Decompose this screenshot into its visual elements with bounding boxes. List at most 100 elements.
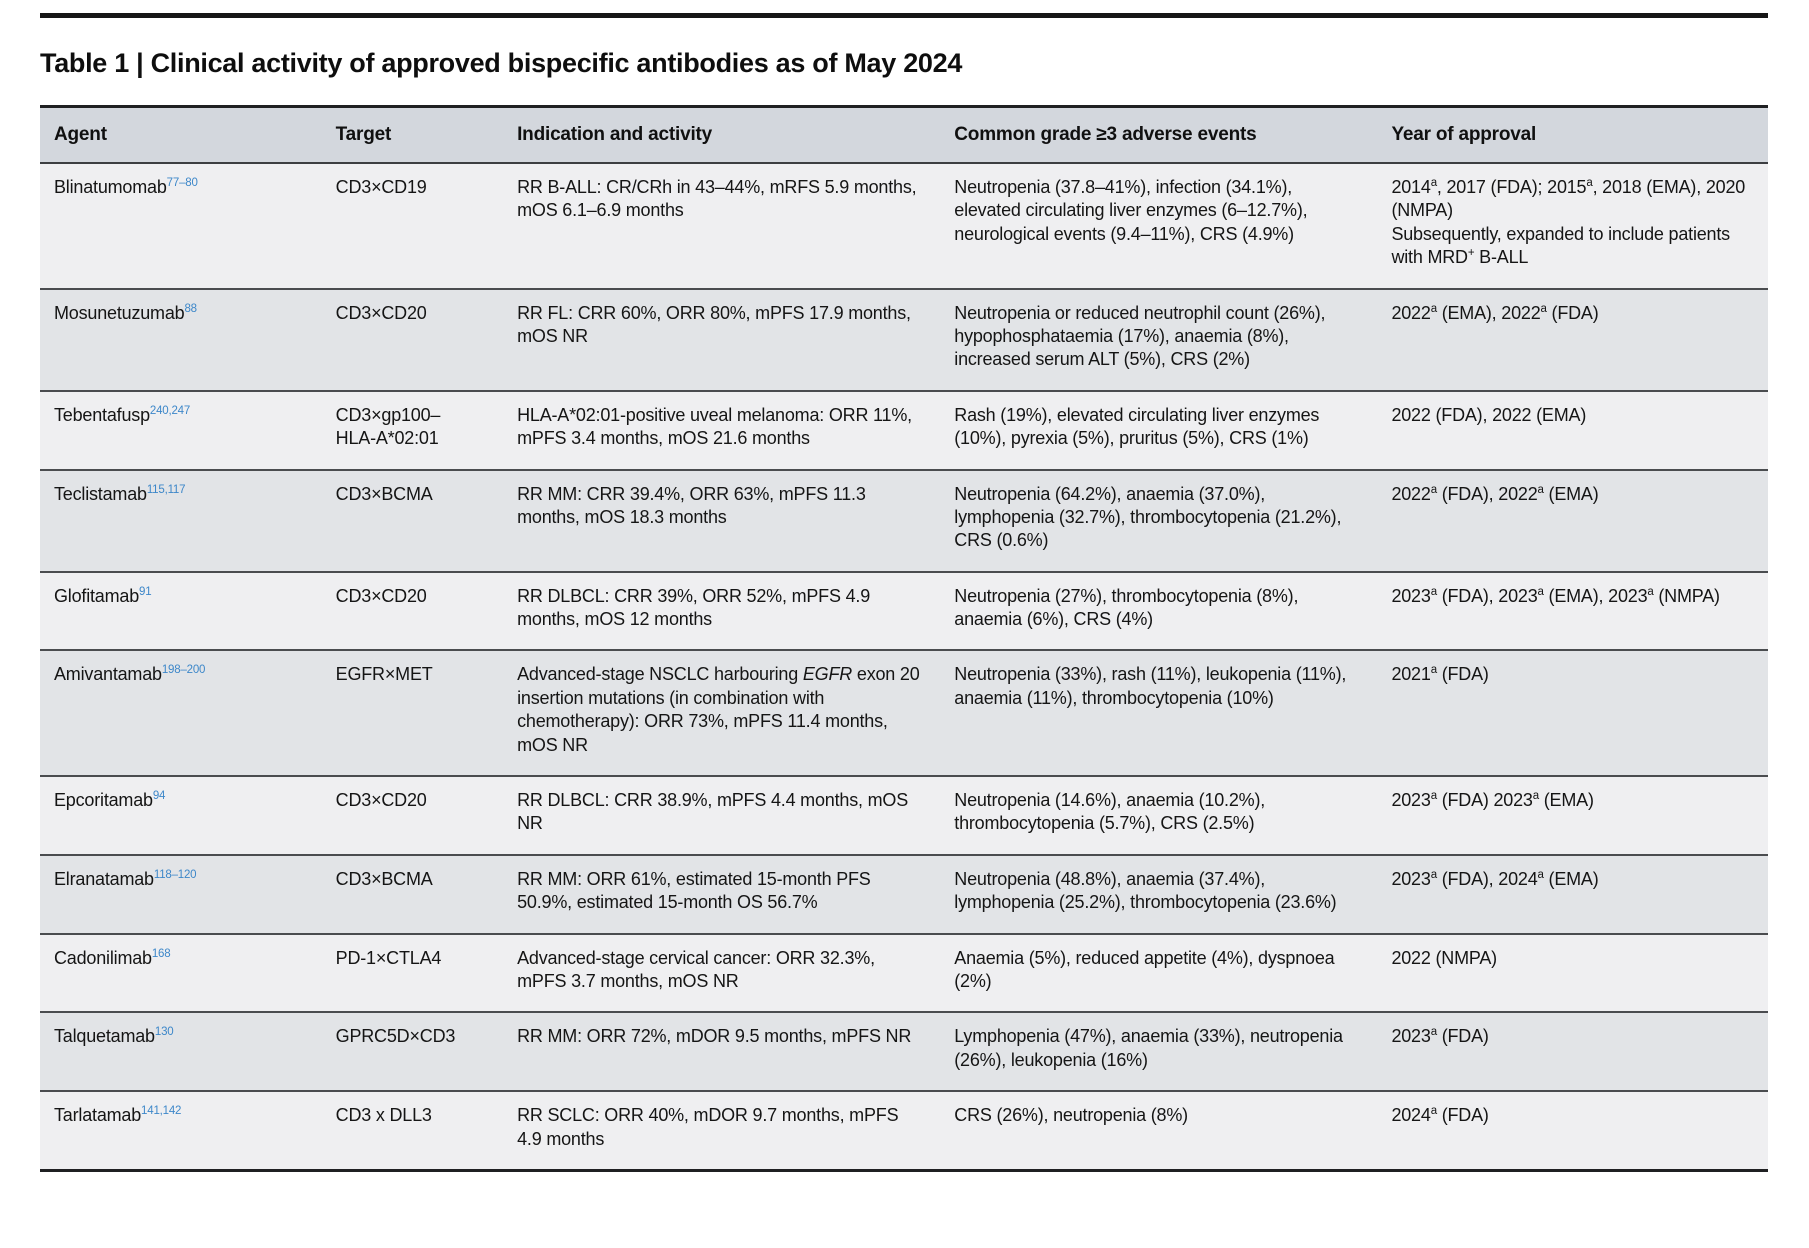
target-cell: EGFR×MET bbox=[321, 650, 504, 777]
indication-cell: Advanced-stage cervical cancer: ORR 32.3… bbox=[503, 933, 941, 1013]
adverse-events-cell: Neutropenia or reduced neutrophil count … bbox=[940, 288, 1378, 391]
indication-cell: RR FL: CRR 60%, ORR 80%, mPFS 17.9 month… bbox=[503, 288, 941, 391]
table-row: Epcoritamab94 CD3×CD20 RR DLBCL: CRR 38.9%… bbox=[40, 776, 1768, 855]
table-row: Glofitamab91 CD3×CD20 RR DLBCL: CRR 39%, O… bbox=[40, 571, 1768, 651]
agent-cell: Talquetamab130 bbox=[40, 1012, 322, 1092]
agent-name: Tarlatamab bbox=[54, 1105, 142, 1126]
table-row: Tebentafusp240,247 CD3×gp100– HLA-A*02:01… bbox=[40, 390, 1768, 470]
indication-cell: RR SCLC: ORR 40%, mDOR 9.7 months, mPFS … bbox=[503, 1091, 941, 1171]
citation-refs: 168 bbox=[151, 947, 171, 960]
citation-refs: 88 bbox=[184, 302, 197, 315]
adverse-events-cell: Lymphopenia (47%), anaemia (33%), neutro… bbox=[940, 1012, 1378, 1092]
target-cell: GPRC5D×CD3 bbox=[321, 1012, 504, 1092]
adverse-events-cell: Neutropenia (64.2%), anaemia (37.0%), ly… bbox=[940, 469, 1378, 572]
adverse-events-cell: Neutropenia (48.8%), anaemia (37.4%), ly… bbox=[940, 854, 1378, 934]
adverse-events-cell: CRS (26%), neutropenia (8%) bbox=[940, 1091, 1378, 1171]
approval-year-cell: 2022 (FDA), 2022 (EMA) bbox=[1377, 390, 1768, 470]
indication-cell: RR MM: ORR 61%, estimated 15-month PFS 5… bbox=[503, 854, 941, 934]
approval-year-cell: 2023a (FDA), 2023a (EMA), 2023a (NMPA) bbox=[1377, 571, 1768, 651]
target-cell: CD3×BCMA bbox=[321, 854, 504, 934]
target-cell: CD3×CD19 bbox=[321, 163, 504, 289]
agent-cell: Cadonilimab168 bbox=[40, 933, 322, 1013]
agent-cell: Mosunetuzumab88 bbox=[40, 288, 322, 391]
agent-cell: Amivantamab198–200 bbox=[40, 650, 322, 777]
table-row: Blinatumomab77–80 CD3×CD19 RR B-ALL: CR/CR… bbox=[40, 163, 1768, 289]
approval-year-cell: 2014a, 2017 (FDA); 2015a, 2018 (EMA), 20… bbox=[1377, 163, 1768, 289]
target-cell: CD3×CD20 bbox=[321, 288, 504, 391]
indication-cell: RR B-ALL: CR/CRh in 43–44%, mRFS 5.9 mon… bbox=[503, 163, 941, 289]
citation-refs: 240,247 bbox=[149, 404, 191, 417]
indication-cell: RR DLBCL: CRR 39%, ORR 52%, mPFS 4.9 mon… bbox=[503, 571, 941, 651]
target-cell: CD3×gp100– HLA-A*02:01 bbox=[321, 390, 504, 470]
agent-name: Blinatumomab bbox=[54, 177, 167, 197]
table-header: Agent Target Indication and activity Common… bbox=[40, 106, 1768, 164]
page: Table 1 | Clinical activity of approved … bbox=[0, 13, 1809, 1248]
table-row: Amivantamab198–200 EGFR×MET Advanced-stage… bbox=[40, 650, 1768, 777]
table-row: Teclistamab115,117 CD3×BCMA RR MM: CRR 39.… bbox=[40, 469, 1768, 572]
agent-name: Elranatamab bbox=[54, 868, 154, 889]
clinical-activity-table: Agent Target Indication and activity Common… bbox=[40, 105, 1768, 1172]
column-header-4: Common grade ≥3 adverse events bbox=[940, 106, 1378, 164]
column-header-5: Year of approval bbox=[1377, 106, 1768, 164]
target-cell: CD3×BCMA bbox=[321, 469, 504, 572]
table-body: Blinatumomab77–80 CD3×CD19 RR B-ALL: CR/CR… bbox=[40, 163, 1768, 1171]
adverse-events-cell: Neutropenia (27%), thrombocytopenia (8%)… bbox=[940, 571, 1378, 651]
approval-year-cell: 2024a (FDA) bbox=[1377, 1091, 1768, 1171]
adverse-events-cell: Neutropenia (37.8–41%), infection (34.1%… bbox=[940, 163, 1378, 289]
agent-name: Epcoritamab bbox=[54, 790, 153, 811]
target-cell: PD-1×CTLA4 bbox=[321, 933, 504, 1013]
approval-year-cell: 2022a (FDA), 2022a (EMA) bbox=[1377, 469, 1768, 572]
citation-refs: 118–120 bbox=[153, 868, 197, 881]
agent-cell: Glofitamab91 bbox=[40, 571, 322, 651]
target-cell: CD3×CD20 bbox=[321, 571, 504, 651]
agent-cell: Tebentafusp240,247 bbox=[40, 390, 322, 470]
approval-year-cell: 2023a (FDA) bbox=[1377, 1012, 1768, 1092]
citation-refs: 198–200 bbox=[161, 664, 206, 677]
agent-name: Cadonilimab bbox=[54, 947, 152, 968]
agent-name: Amivantamab bbox=[54, 664, 162, 685]
citation-refs: 130 bbox=[154, 1026, 174, 1039]
table-row: Cadonilimab168 PD-1×CTLA4 Advanced-stage c… bbox=[40, 933, 1768, 1013]
column-header-2: Target bbox=[321, 106, 504, 164]
agent-cell: Epcoritamab94 bbox=[40, 776, 322, 855]
agent-name: Teclistamab bbox=[54, 483, 147, 504]
indication-cell: Advanced-stage NSCLC harbouring EGFR exo… bbox=[503, 650, 941, 777]
indication-cell: RR DLBCL: CRR 38.9%, mPFS 4.4 months, mO… bbox=[503, 776, 941, 855]
citation-refs: 94 bbox=[152, 790, 166, 803]
agent-cell: Blinatumomab77–80 bbox=[40, 163, 322, 289]
adverse-events-cell: Neutropenia (14.6%), anaemia (10.2%), th… bbox=[940, 776, 1378, 855]
agent-name: Talquetamab bbox=[54, 1026, 155, 1047]
agent-cell: Teclistamab115,117 bbox=[40, 469, 322, 572]
adverse-events-cell: Neutropenia (33%), rash (11%), leukopeni… bbox=[940, 650, 1378, 777]
target-cell: CD3 x DLL3 bbox=[321, 1091, 504, 1171]
approval-year-cell: 2022a (EMA), 2022a (FDA) bbox=[1377, 288, 1768, 391]
table-title: Table 1 | Clinical activity of approved … bbox=[40, 48, 963, 78]
indication-cell: RR MM: ORR 72%, mDOR 9.5 months, mPFS NR bbox=[503, 1012, 941, 1092]
citation-refs: 77–80 bbox=[166, 177, 198, 189]
agent-name: Mosunetuzumab bbox=[54, 302, 185, 323]
approval-year-cell: 2023a (FDA), 2024a (EMA) bbox=[1377, 854, 1768, 934]
target-cell: CD3×CD20 bbox=[321, 776, 504, 855]
indication-cell: RR MM: CRR 39.4%, ORR 63%, mPFS 11.3 mon… bbox=[503, 469, 941, 572]
adverse-events-cell: Rash (19%), elevated circulating liver e… bbox=[940, 390, 1378, 470]
table-row: Elranatamab118–120 CD3×BCMA RR MM: ORR 61%… bbox=[40, 854, 1768, 934]
agent-name: Tebentafusp bbox=[54, 404, 150, 425]
approval-year-cell: 2023a (FDA) 2023a (EMA) bbox=[1377, 776, 1768, 855]
agent-cell: Tarlatamab141,142 bbox=[40, 1091, 322, 1171]
approval-year-cell: 2021a (FDA) bbox=[1377, 650, 1768, 777]
agent-cell: Elranatamab118–120 bbox=[40, 854, 322, 934]
header-row: Agent Target Indication and activity Common… bbox=[40, 106, 1768, 164]
table-row: Mosunetuzumab88 CD3×CD20 RR FL: CRR 60%, O… bbox=[40, 288, 1768, 391]
table-row: Tarlatamab141,142 CD3 x DLL3 RR SCLC: ORR … bbox=[40, 1091, 1768, 1171]
approval-year-cell: 2022 (NMPA) bbox=[1377, 933, 1768, 1013]
column-header-3: Indication and activity bbox=[503, 106, 941, 164]
agent-name: Glofitamab bbox=[54, 585, 140, 606]
table-row: Talquetamab130 GPRC5D×CD3 RR MM: ORR 72%, … bbox=[40, 1012, 1768, 1092]
citation-refs: 141,142 bbox=[141, 1105, 182, 1118]
column-header-1: Agent bbox=[40, 106, 322, 164]
citation-refs: 115,117 bbox=[146, 483, 186, 496]
indication-cell: HLA-A*02:01-positive uveal melanoma: ORR… bbox=[503, 390, 941, 470]
adverse-events-cell: Anaemia (5%), reduced appetite (4%), dys… bbox=[940, 933, 1378, 1013]
citation-refs: 91 bbox=[139, 585, 152, 598]
top-rule bbox=[40, 13, 1768, 18]
